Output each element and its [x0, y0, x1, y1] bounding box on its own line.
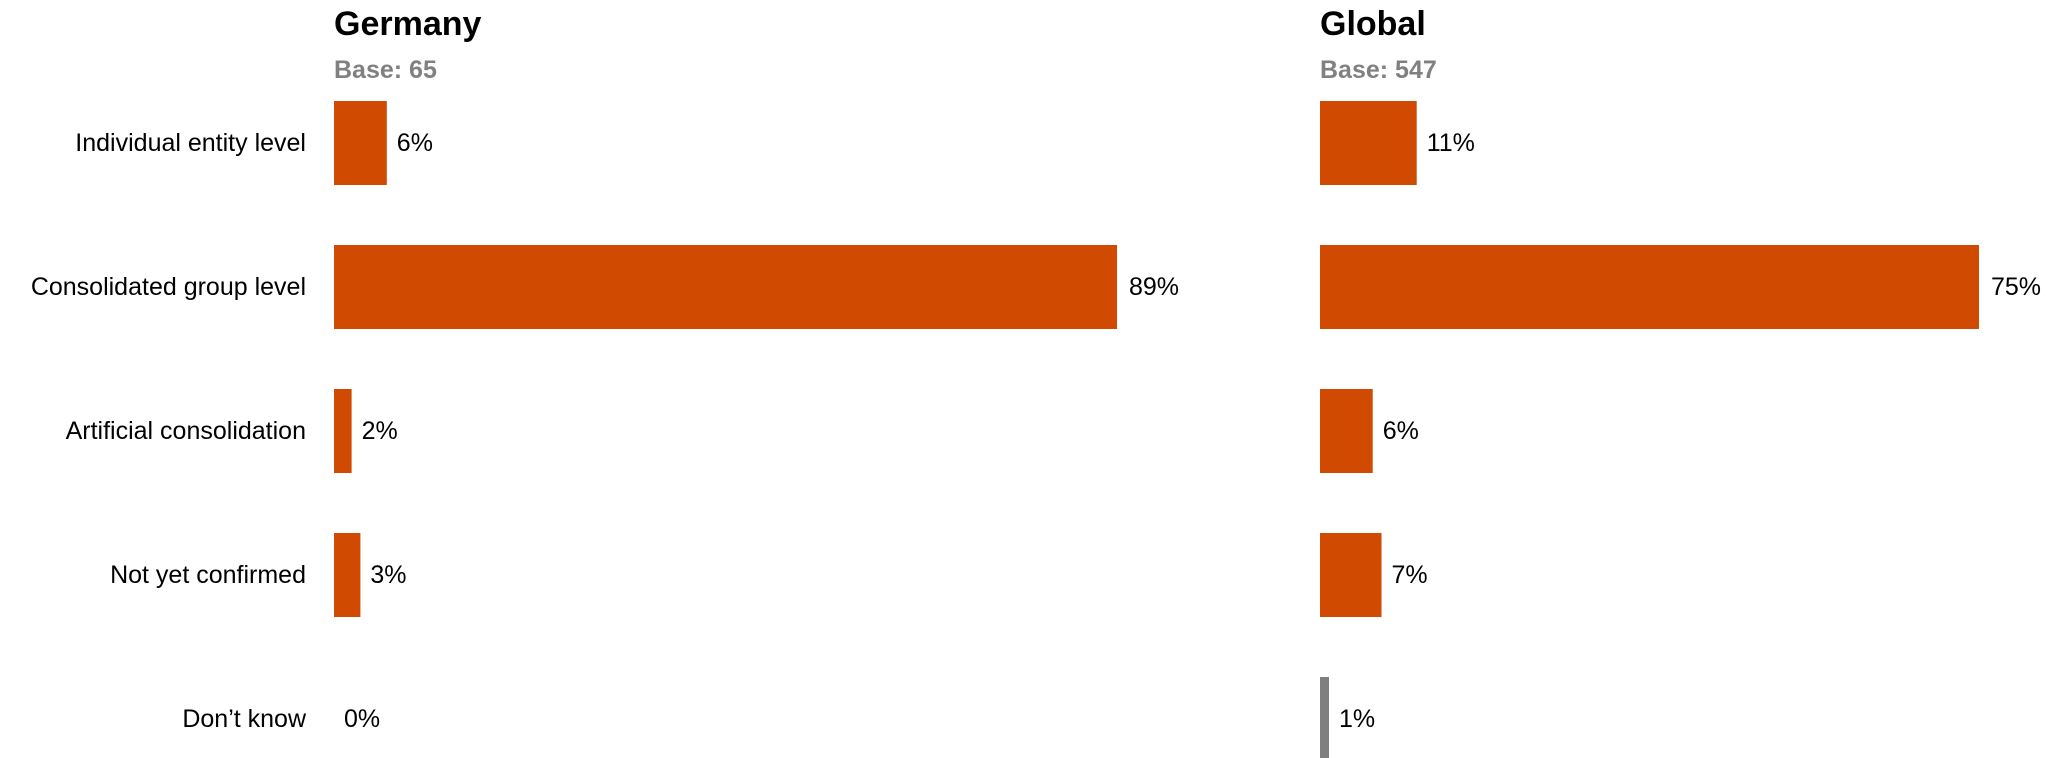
germany-panel: Germany Base: 65 Individual entity level… [31, 5, 1179, 733]
value-label: 6% [1383, 417, 1419, 445]
bar-artificial-consolidation [1320, 389, 1373, 473]
value-label: 7% [1392, 561, 1428, 589]
bar-consolidated-group-level [1320, 245, 1979, 329]
global-bars [1320, 101, 1979, 758]
germany-bars [334, 101, 1117, 617]
value-label: 11% [1427, 129, 1475, 157]
value-label: 2% [362, 417, 398, 445]
global-base: Base: 547 [1320, 56, 1437, 84]
bar-not-yet-confirmed [334, 533, 361, 617]
germany-title: Germany [334, 5, 481, 43]
value-label: 1% [1339, 705, 1375, 733]
value-label: 0% [344, 705, 380, 733]
bar-consolidated-group-level [334, 245, 1117, 329]
category-label: Don’t know [182, 705, 307, 733]
category-label: Not yet confirmed [110, 561, 306, 589]
germany-base: Base: 65 [334, 56, 437, 84]
global-title: Global [1320, 5, 1426, 43]
value-label: 3% [370, 561, 406, 589]
bar-not-yet-confirmed [1320, 533, 1382, 617]
bar-artificial-consolidation [334, 389, 352, 473]
value-label: 6% [397, 129, 433, 157]
value-label: 89% [1129, 273, 1179, 301]
bar-individual-entity-level [1320, 101, 1417, 185]
category-labels: Individual entity level Consolidated grou… [31, 129, 307, 733]
germany-value-labels: 6% 89% 2% 3% 0% [344, 129, 1179, 733]
category-label: Artificial consolidation [66, 417, 306, 445]
category-label: Consolidated group level [31, 273, 306, 301]
global-value-labels: 11% 75% 6% 7% 1% [1339, 129, 2041, 733]
global-panel: Global Base: 547 11% 75% 6% 7% 1% [1320, 5, 2041, 758]
value-label: 75% [1991, 273, 2041, 301]
category-label: Individual entity level [75, 129, 306, 157]
bar-individual-entity-level [334, 101, 387, 185]
bar-don-t-know [1320, 677, 1329, 758]
